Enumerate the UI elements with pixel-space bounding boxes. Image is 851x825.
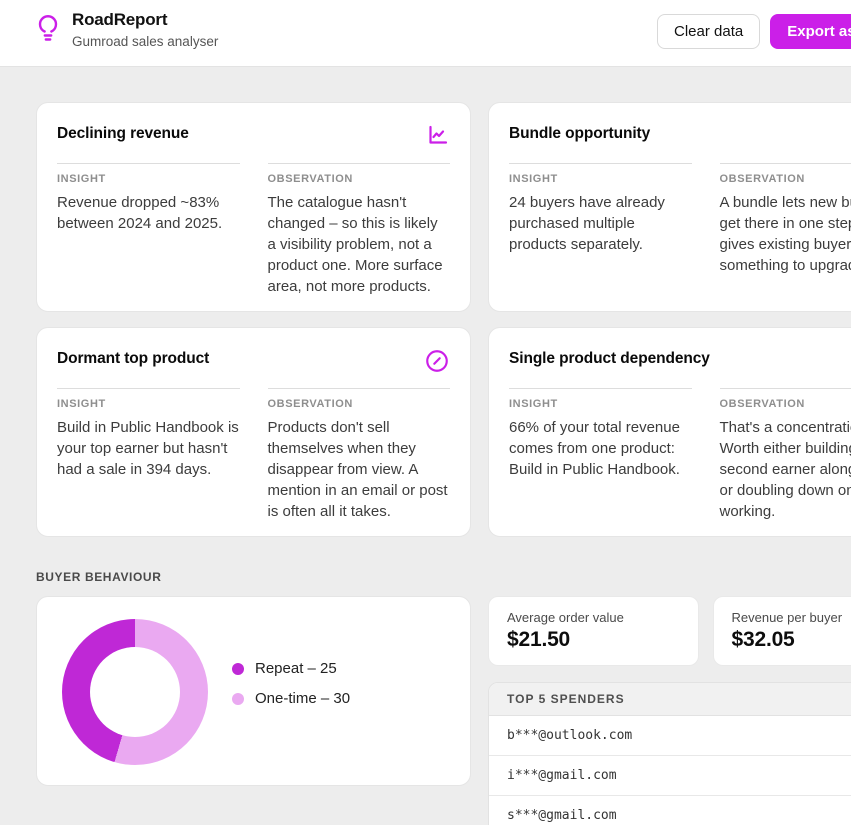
clear-data-button[interactable]: Clear data: [657, 14, 761, 49]
observation-text: The catalogue hasn't changed – so this i…: [267, 194, 443, 295]
top-spenders-header: TOP 5 SPENDERS: [489, 683, 851, 716]
card-title: Dormant top product: [57, 350, 210, 367]
observation-text: That's a concentration risk. Worth eithe…: [719, 419, 851, 520]
main-content: Declining revenue INSIGHT Revenue droppe…: [0, 102, 851, 825]
insight-text: 24 buyers have already purchased multipl…: [509, 194, 665, 253]
header-actions: Clear data Export as PDF: [657, 14, 851, 49]
observation-text: Products don't sell themselves when they…: [267, 419, 448, 520]
donut-chart: [62, 619, 208, 765]
app-header: RoadReport Gumroad sales analyser Clear …: [0, 0, 851, 67]
insight-label: INSIGHT: [509, 173, 558, 185]
stat-value: $21.50: [507, 628, 571, 651]
card-title: Bundle opportunity: [509, 125, 651, 142]
export-pdf-button[interactable]: Export as PDF: [770, 14, 851, 49]
stat-card-revenue-per-buyer: Revenue per buyer $32.05: [712, 596, 851, 666]
observation-label: OBSERVATION: [719, 173, 805, 185]
stat-label: Average order value: [507, 610, 624, 625]
insight-text: Revenue dropped ~83% between 2024 and 20…: [57, 194, 223, 232]
app-subtitle: Gumroad sales analyser: [72, 34, 219, 49]
buyer-behaviour-section-label: BUYER BEHAVIOUR: [36, 570, 162, 584]
circle-slash-icon: [424, 348, 450, 379]
observation-label: OBSERVATION: [267, 398, 353, 410]
card-single-product-dependency: Single product dependency INSIGHT 66% of…: [488, 327, 851, 537]
chart-legend: Repeat – 25 One-time – 30: [232, 660, 350, 707]
stat-label: Revenue per buyer: [731, 610, 843, 625]
buyer-behaviour-right-column: Average order value $21.50 Revenue per b…: [488, 596, 851, 825]
card-bundle-opportunity: Bundle opportunity INSIGHT 24 buyers hav…: [488, 102, 851, 312]
buyer-behaviour-chart-card: Repeat – 25 One-time – 30: [36, 596, 471, 786]
stat-value: $32.05: [731, 628, 795, 651]
legend-label: One-time – 30: [255, 690, 351, 707]
lightbulb-icon: [36, 12, 60, 49]
app-identity: RoadReport Gumroad sales analyser: [72, 10, 218, 49]
legend-label: Repeat – 25: [255, 660, 337, 677]
card-declining-revenue: Declining revenue INSIGHT Revenue droppe…: [36, 102, 471, 312]
donut-hole: [90, 647, 180, 737]
line-chart-icon: [426, 123, 450, 152]
insight-label: INSIGHT: [509, 398, 558, 410]
spender-row: s***@gmail.com: [489, 796, 851, 825]
observation-label: OBSERVATION: [267, 173, 353, 185]
legend-dot: [232, 692, 244, 705]
card-title: Single product dependency: [509, 350, 710, 367]
stat-card-average-order-value: Average order value $21.50: [488, 596, 699, 666]
stats-row: Average order value $21.50 Revenue per b…: [488, 596, 851, 666]
top-spenders-table: TOP 5 SPENDERS b***@outlook.com i***@gma…: [488, 682, 851, 825]
spender-row: i***@gmail.com: [489, 756, 851, 796]
observation-text: A bundle lets new buyers get there in on…: [719, 194, 851, 274]
observation-label: OBSERVATION: [719, 398, 805, 410]
legend-item-repeat: Repeat – 25: [232, 660, 350, 677]
insight-text: Build in Public Handbook is your top ear…: [57, 419, 239, 478]
buyer-behaviour-section: Repeat – 25 One-time – 30 Average order …: [36, 596, 851, 825]
card-title: Declining revenue: [57, 125, 189, 142]
app-title: RoadReport: [72, 10, 168, 29]
insight-label: INSIGHT: [57, 173, 106, 185]
legend-item-one-time: One-time – 30: [232, 690, 350, 707]
legend-dot: [232, 662, 244, 675]
insight-text: 66% of your total revenue comes from one…: [509, 419, 680, 478]
insight-cards-grid: Declining revenue INSIGHT Revenue droppe…: [36, 102, 851, 537]
insight-label: INSIGHT: [57, 398, 106, 410]
spender-row: b***@outlook.com: [489, 716, 851, 756]
card-dormant-top-product: Dormant top product INSIGHT Build in Pub…: [36, 327, 471, 537]
